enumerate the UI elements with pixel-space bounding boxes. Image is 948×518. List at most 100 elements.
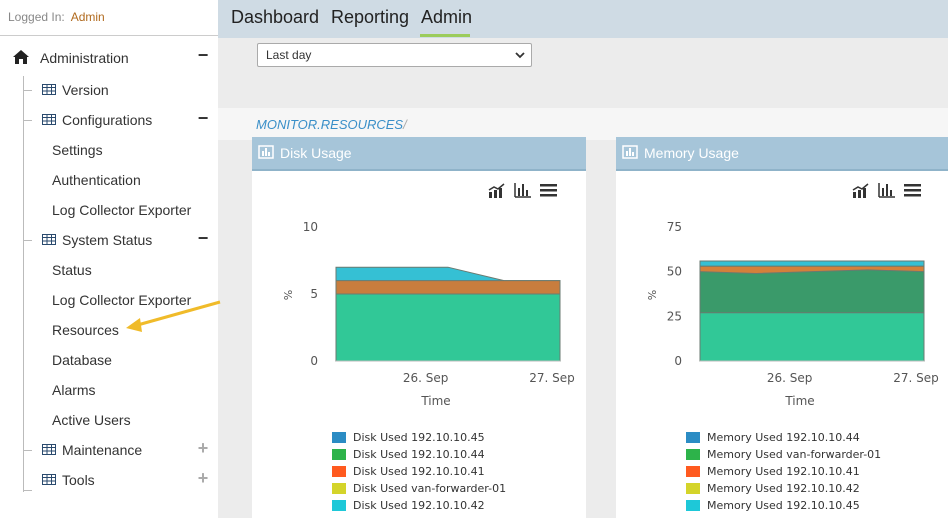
collapse-icon[interactable]: − (197, 228, 209, 248)
tree-item-version[interactable]: Version (42, 80, 109, 100)
legend-swatch (332, 449, 346, 460)
tree-label-system-status: System Status (62, 232, 153, 248)
y-axis-label: % (282, 290, 295, 300)
sidebar: Logged In: Admin Administration − Version… (0, 0, 221, 518)
legend-label: Disk Used 192.10.10.41 (353, 465, 485, 478)
login-label: Logged In: (8, 10, 65, 24)
chart-toolbar (488, 183, 557, 203)
disk-usage-panel: Disk Usage 0 5 10% 26. Sep 27. Sep Time Disk … (252, 137, 586, 518)
y-tick-label: 5 (310, 287, 318, 301)
legend-swatch (686, 483, 700, 494)
bar-chart-icon (622, 144, 638, 162)
collapse-icon[interactable]: − (197, 45, 209, 65)
tree-item-log-collector-exporter-config[interactable]: Log Collector Exporter (52, 202, 192, 218)
tree-label-version: Version (62, 82, 109, 98)
tab-admin[interactable]: Admin (421, 7, 473, 27)
tree-item-tools[interactable]: Tools (42, 470, 95, 490)
tree-label-maintenance: Maintenance (62, 442, 143, 458)
legend-item[interactable]: Disk Used van-forwarder-01 (332, 480, 506, 497)
legend-swatch (686, 449, 700, 460)
table-icon (42, 442, 56, 458)
legend-swatch (332, 466, 346, 477)
memory-usage-chart[interactable]: 0 25 50 75% 26. Sep 27. Sep Time (616, 215, 948, 415)
legend-label: Memory Used 192.10.10.44 (707, 431, 860, 444)
legend-label: Memory Used 192.10.10.42 (707, 482, 860, 495)
expand-icon[interactable]: + (197, 468, 209, 488)
collapse-icon[interactable]: − (197, 108, 209, 128)
x-tick-label: 27. Sep (529, 371, 575, 385)
legend-label: Disk Used 192.10.10.42 (353, 499, 485, 512)
tree-item-resources[interactable]: Resources (52, 322, 119, 338)
y-tick-label: 0 (310, 354, 318, 368)
tab-dashboard[interactable]: Dashboard (231, 7, 320, 27)
time-range-select[interactable]: Last day (257, 43, 532, 67)
breadcrumb-separator: / (403, 117, 407, 132)
table-icon (42, 112, 56, 128)
tree-item-configurations[interactable]: Configurations (42, 110, 152, 130)
tree-item-maintenance[interactable]: Maintenance (42, 440, 142, 460)
legend-label: Disk Used 192.10.10.45 (353, 431, 485, 444)
legend-label: Disk Used 192.10.10.44 (353, 448, 485, 461)
chart-toolbar (852, 183, 921, 203)
line-chart-icon[interactable] (852, 183, 869, 203)
legend-item[interactable]: Disk Used 192.10.10.41 (332, 463, 506, 480)
y-tick-label: 25 (667, 309, 682, 323)
legend-label: Memory Used van-forwarder-01 (707, 448, 882, 461)
tree-item-administration[interactable]: Administration (12, 47, 129, 69)
legend-label: Memory Used 192.10.10.45 (707, 499, 860, 512)
area-series-0 (699, 312, 925, 362)
legend-item[interactable]: Memory Used 192.10.10.41 (686, 463, 881, 480)
tree-item-active-users[interactable]: Active Users (52, 412, 131, 428)
y-tick-label: 10 (303, 220, 318, 234)
tab-reporting[interactable]: Reporting (331, 7, 410, 27)
legend-label: Memory Used 192.10.10.41 (707, 465, 860, 478)
panel-title: Memory Usage (644, 145, 739, 161)
tree-item-settings[interactable]: Settings (52, 142, 103, 158)
tree-label-configurations: Configurations (62, 112, 153, 128)
expand-icon[interactable]: + (197, 438, 209, 458)
legend-swatch (332, 432, 346, 443)
tree-item-database[interactable]: Database (52, 352, 112, 368)
x-tick-label: 26. Sep (767, 371, 813, 385)
x-tick-label: 26. Sep (403, 371, 449, 385)
memory-usage-panel: Memory Usage 0 25 50 75% 26. Sep 27. Sep Time … (616, 137, 948, 518)
legend-item[interactable]: Memory Used 192.10.10.42 (686, 480, 881, 497)
bar-chart-icon[interactable] (878, 183, 895, 203)
legend-item[interactable]: Disk Used 192.10.10.42 (332, 497, 506, 514)
panel-title: Disk Usage (280, 145, 352, 161)
breadcrumb: MONITOR.RESOURCES/ (256, 117, 407, 132)
chart-legend: Disk Used 192.10.10.45 Disk Used 192.10.1… (332, 429, 506, 514)
legend-item[interactable]: Memory Used 192.10.10.45 (686, 497, 881, 514)
legend-item[interactable]: Memory Used 192.10.10.44 (686, 429, 881, 446)
table-icon (42, 82, 56, 98)
tree-line (23, 76, 24, 492)
tree-item-alarms[interactable]: Alarms (52, 382, 96, 398)
bar-chart-icon[interactable] (514, 183, 531, 203)
legend-swatch (332, 483, 346, 494)
legend-item[interactable]: Memory Used van-forwarder-01 (686, 446, 881, 463)
top-nav: Dashboard Reporting Admin (218, 0, 948, 38)
line-chart-icon[interactable] (488, 183, 505, 203)
legend-swatch (686, 432, 700, 443)
tree-item-status[interactable]: Status (52, 262, 92, 278)
panel-header: Memory Usage (616, 137, 948, 171)
panel-header: Disk Usage (252, 137, 586, 171)
table-icon (42, 472, 56, 488)
menu-icon[interactable] (904, 183, 921, 203)
tree-item-system-status[interactable]: System Status (42, 230, 152, 250)
breadcrumb-bar (218, 108, 948, 140)
y-axis-label: % (646, 290, 659, 300)
login-status: Logged In: Admin (0, 0, 218, 36)
legend-item[interactable]: Disk Used 192.10.10.44 (332, 446, 506, 463)
tree-label-administration: Administration (40, 50, 129, 66)
menu-icon[interactable] (540, 183, 557, 203)
disk-usage-chart[interactable]: 0 5 10% 26. Sep 27. Sep Time (252, 215, 586, 415)
x-axis-label: Time (784, 394, 814, 408)
legend-swatch (332, 500, 346, 511)
time-range-value: Last day (266, 48, 312, 62)
breadcrumb-item[interactable]: MONITOR.RESOURCES (256, 117, 404, 132)
tree-item-log-collector-exporter-status[interactable]: Log Collector Exporter (52, 292, 192, 308)
login-user[interactable]: Admin (70, 10, 105, 24)
tree-item-authentication[interactable]: Authentication (52, 172, 141, 188)
legend-item[interactable]: Disk Used 192.10.10.45 (332, 429, 506, 446)
